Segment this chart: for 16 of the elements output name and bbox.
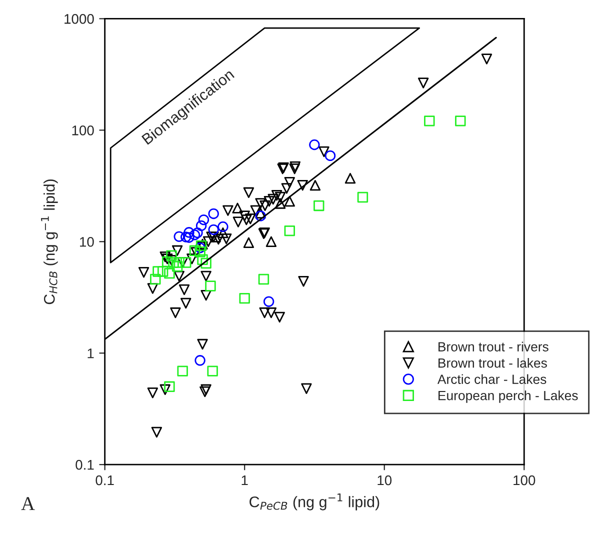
x-axis-title: C$_{PeCB}$ (ng g$^{−1}$ lipid) xyxy=(250,494,380,510)
x-tick-label: 1 xyxy=(242,476,248,486)
y-tick-label: 10 xyxy=(80,236,94,247)
x-tick-label: 10 xyxy=(378,475,392,486)
legend-label: Brown trout - lakes xyxy=(438,358,547,368)
x-tick-label: 0.1 xyxy=(96,475,114,486)
y-axis-title: C$_{HCB}$ (ng g$^{−1}$ lipid) xyxy=(41,179,58,304)
x-tick-label: 100 xyxy=(514,475,536,486)
y-tick-label: 1 xyxy=(88,348,94,358)
legend-label: Arctic char - Lakes xyxy=(437,374,546,384)
y-tick-label: 1000 xyxy=(64,14,94,24)
legend-label: European perch - Lakes xyxy=(438,390,578,403)
text: A xyxy=(21,497,35,510)
legend-label: Brown trout - rivers xyxy=(438,342,548,352)
y-tick-label: 100 xyxy=(72,125,94,136)
y-tick-label: 0.1 xyxy=(76,460,94,470)
